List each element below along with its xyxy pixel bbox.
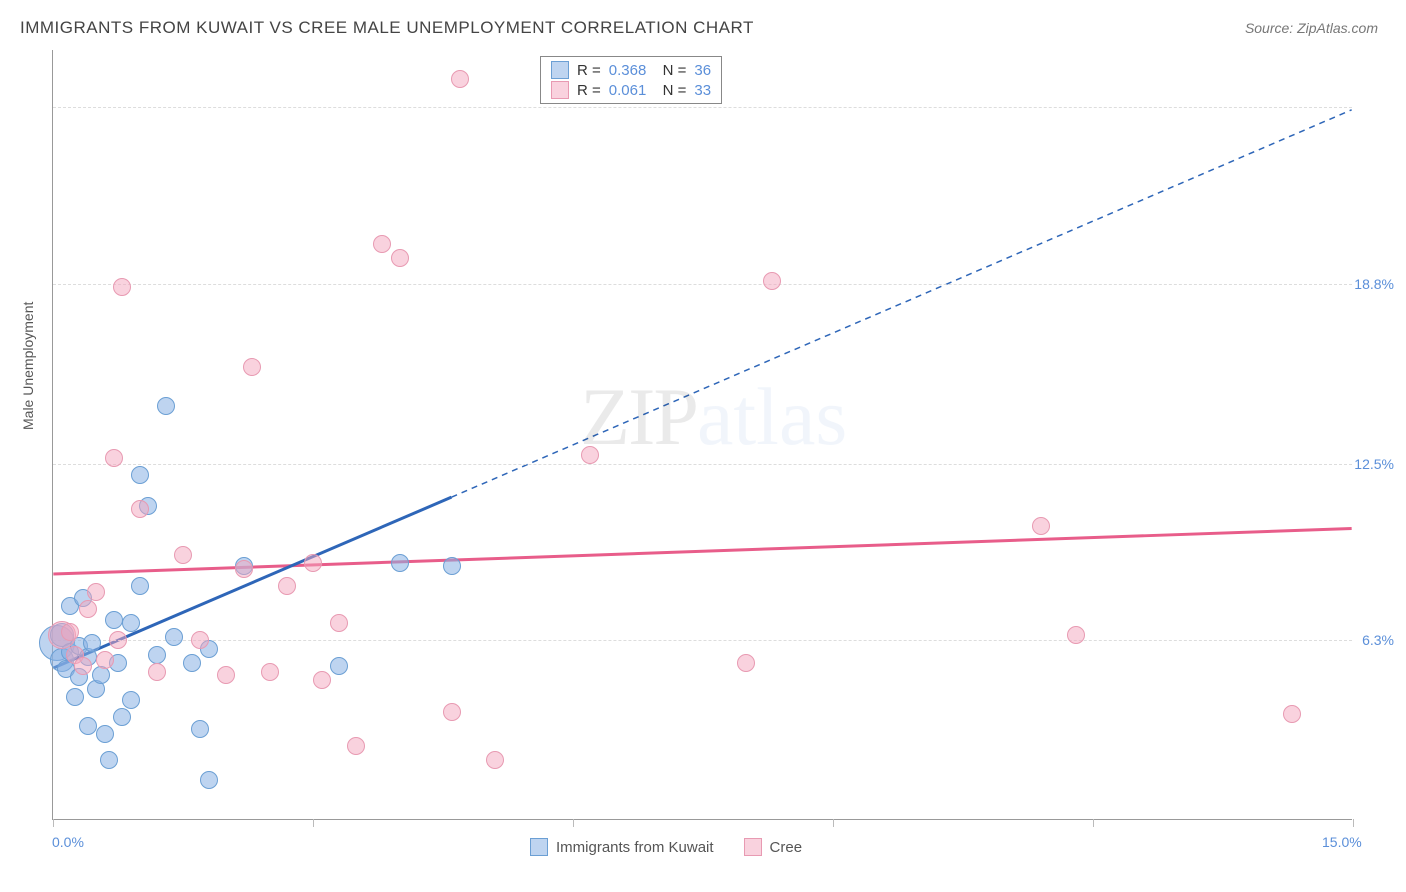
x-tick xyxy=(833,819,834,827)
y-tick-label: 12.5% xyxy=(1354,456,1394,472)
data-point xyxy=(79,717,97,735)
legend-n-value: 33 xyxy=(694,82,711,99)
legend-series-item: Cree xyxy=(744,838,803,856)
data-point xyxy=(131,577,149,595)
data-point xyxy=(278,577,296,595)
data-point xyxy=(391,554,409,572)
data-point xyxy=(235,560,253,578)
legend-r-label: R = xyxy=(577,62,601,79)
gridline xyxy=(53,640,1352,641)
source-label: Source: xyxy=(1245,20,1293,36)
data-point xyxy=(61,623,79,641)
legend-stat-row: R = 0.368 N = 36 xyxy=(551,61,711,79)
plot-area xyxy=(52,50,1352,820)
trend-lines-layer xyxy=(53,50,1352,819)
data-point xyxy=(183,654,201,672)
data-point xyxy=(391,249,409,267)
data-point xyxy=(313,671,331,689)
gridline xyxy=(53,284,1352,285)
data-point xyxy=(74,657,92,675)
series-legend: Immigrants from Kuwait Cree xyxy=(530,838,802,856)
data-point xyxy=(96,725,114,743)
data-point xyxy=(373,235,391,253)
legend-swatch xyxy=(530,838,548,856)
data-point xyxy=(131,500,149,518)
x-tick xyxy=(1353,819,1354,827)
data-point xyxy=(1032,517,1050,535)
legend-n-label: N = xyxy=(654,62,686,79)
source-attribution: Source: ZipAtlas.com xyxy=(1245,20,1378,36)
data-point xyxy=(113,278,131,296)
data-point xyxy=(1283,705,1301,723)
legend-series-label: Immigrants from Kuwait xyxy=(556,839,714,856)
data-point xyxy=(451,70,469,88)
y-tick-label: 6.3% xyxy=(1362,632,1394,648)
data-point xyxy=(109,631,127,649)
data-point xyxy=(131,466,149,484)
data-point xyxy=(148,646,166,664)
gridline xyxy=(53,464,1352,465)
data-point xyxy=(200,771,218,789)
x-tick-label: 15.0% xyxy=(1322,834,1362,850)
y-tick-label: 18.8% xyxy=(1354,276,1394,292)
x-tick xyxy=(313,819,314,827)
legend-series-label: Cree xyxy=(770,839,803,856)
y-axis-label: Male Unemployment xyxy=(20,302,36,430)
x-tick xyxy=(1093,819,1094,827)
gridline xyxy=(53,107,1352,108)
data-point xyxy=(443,557,461,575)
data-point xyxy=(737,654,755,672)
legend-stat-row: R = 0.061 N = 33 xyxy=(551,81,711,99)
data-point xyxy=(100,751,118,769)
data-point xyxy=(79,600,97,618)
correlation-chart: IMMIGRANTS FROM KUWAIT VS CREE MALE UNEM… xyxy=(0,0,1406,892)
data-point xyxy=(304,554,322,572)
legend-series-item: Immigrants from Kuwait xyxy=(530,838,714,856)
legend-n-label: N = xyxy=(654,82,686,99)
legend-swatch xyxy=(551,81,569,99)
data-point xyxy=(217,666,235,684)
data-point xyxy=(87,583,105,601)
data-point xyxy=(174,546,192,564)
trend-line xyxy=(451,110,1351,497)
data-point xyxy=(165,628,183,646)
data-point xyxy=(330,657,348,675)
data-point xyxy=(486,751,504,769)
data-point xyxy=(83,634,101,652)
data-point xyxy=(261,663,279,681)
x-tick-label: 0.0% xyxy=(52,834,84,850)
legend-n-value: 36 xyxy=(694,62,711,79)
legend-swatch xyxy=(551,61,569,79)
data-point xyxy=(581,446,599,464)
data-point xyxy=(763,272,781,290)
data-point xyxy=(243,358,261,376)
data-point xyxy=(122,691,140,709)
legend-r-label: R = xyxy=(577,82,601,99)
x-tick xyxy=(53,819,54,827)
source-value: ZipAtlas.com xyxy=(1297,20,1378,36)
data-point xyxy=(191,720,209,738)
data-point xyxy=(1067,626,1085,644)
data-point xyxy=(66,688,84,706)
data-point xyxy=(157,397,175,415)
data-point xyxy=(443,703,461,721)
legend-r-value: 0.368 xyxy=(609,62,647,79)
data-point xyxy=(113,708,131,726)
data-point xyxy=(347,737,365,755)
data-point xyxy=(105,449,123,467)
data-point xyxy=(191,631,209,649)
statistics-legend: R = 0.368 N = 36R = 0.061 N = 33 xyxy=(540,56,722,104)
data-point xyxy=(105,611,123,629)
x-tick xyxy=(573,819,574,827)
legend-r-value: 0.061 xyxy=(609,82,647,99)
chart-title: IMMIGRANTS FROM KUWAIT VS CREE MALE UNEM… xyxy=(20,18,754,38)
data-point xyxy=(122,614,140,632)
data-point xyxy=(330,614,348,632)
data-point xyxy=(148,663,166,681)
data-point xyxy=(96,651,114,669)
legend-swatch xyxy=(744,838,762,856)
